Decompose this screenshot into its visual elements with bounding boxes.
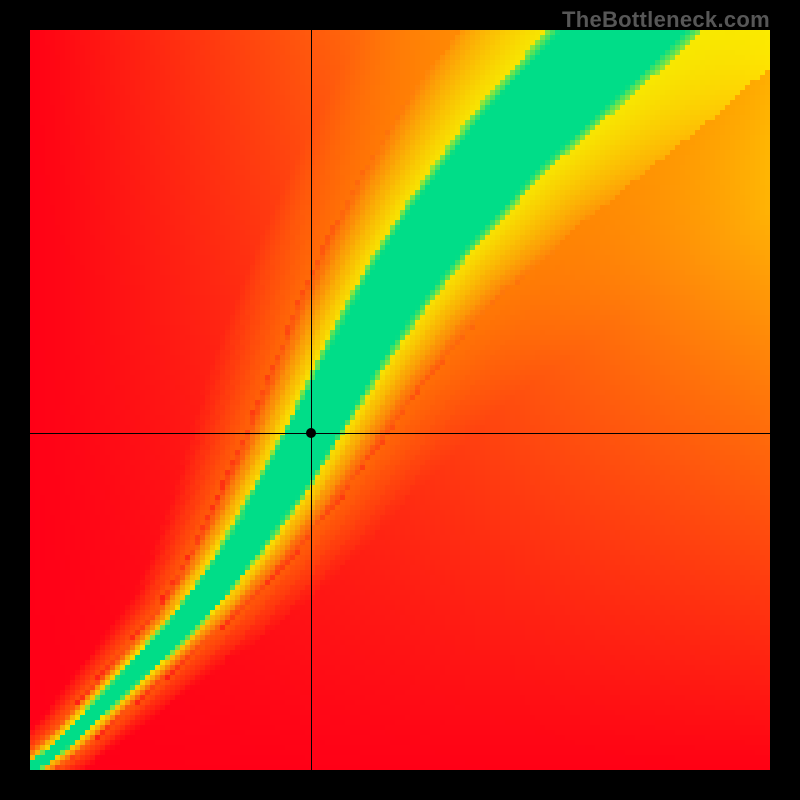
crosshair-horizontal [30, 433, 770, 434]
watermark-text: TheBottleneck.com [562, 7, 770, 33]
selection-marker [306, 428, 316, 438]
bottleneck-heatmap [30, 30, 770, 770]
chart-container: TheBottleneck.com [0, 0, 800, 800]
crosshair-vertical [311, 30, 312, 770]
